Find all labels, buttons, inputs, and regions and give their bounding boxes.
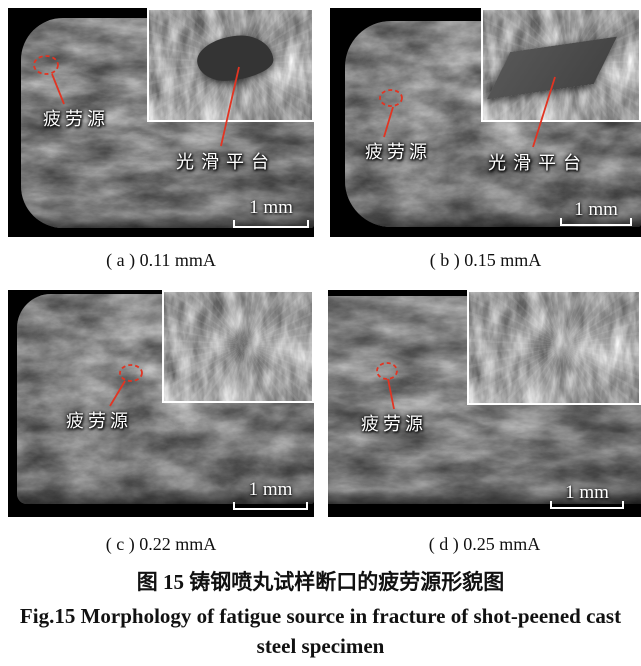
scale-bar-label: 1 mm bbox=[565, 482, 609, 503]
scale-bar bbox=[233, 220, 309, 228]
fatigue-source-label: 疲劳源 bbox=[43, 109, 109, 129]
fatigue-source-label: 疲劳源 bbox=[361, 414, 427, 434]
fatigue-source-label: 疲劳源 bbox=[365, 142, 431, 162]
scale-bar bbox=[550, 501, 624, 509]
sem-panel-c: 疲劳源 1 mm bbox=[8, 290, 314, 517]
fatigue-source-label: 疲劳源 bbox=[66, 411, 132, 431]
figure-caption-en-line1: Fig.15 Morphology of fatigue source in f… bbox=[19, 604, 622, 628]
panel-caption-a: ( a ) 0.11 mmA bbox=[106, 250, 216, 270]
scale-bar-label: 1 mm bbox=[248, 479, 293, 500]
sem-panel-d: 疲劳源 1 mm bbox=[328, 290, 641, 517]
scale-bar bbox=[560, 218, 632, 226]
smooth-platform-label: 光滑平台 bbox=[176, 152, 276, 172]
scale-bar-label: 1 mm bbox=[249, 197, 293, 218]
scale-bar bbox=[233, 502, 308, 510]
figure-caption-zh: 图 15 铸钢喷丸试样断口的疲劳源形貌图 bbox=[136, 570, 505, 594]
sem-panel-a: 疲劳源 光滑平台 1 mm bbox=[8, 8, 314, 237]
magnified-inset-b bbox=[481, 8, 641, 122]
panel-caption-c: ( c ) 0.22 mmA bbox=[105, 534, 217, 554]
smooth-platform-label: 光滑平台 bbox=[488, 153, 588, 173]
figure-caption-en-line2: steel specimen bbox=[256, 634, 385, 658]
sem-panel-b: 疲劳源 光滑平台 1 mm bbox=[330, 8, 641, 237]
panel-caption-b: ( b ) 0.15 mmA bbox=[429, 250, 542, 270]
radial-ridges bbox=[164, 292, 312, 401]
magnified-inset-d bbox=[467, 290, 641, 405]
magnified-inset-a bbox=[147, 8, 314, 122]
panel-caption-d: ( d ) 0.25 mmA bbox=[428, 534, 541, 554]
radial-ridges bbox=[469, 292, 639, 403]
magnified-inset-c bbox=[162, 290, 314, 403]
scale-bar-label: 1 mm bbox=[574, 199, 618, 220]
